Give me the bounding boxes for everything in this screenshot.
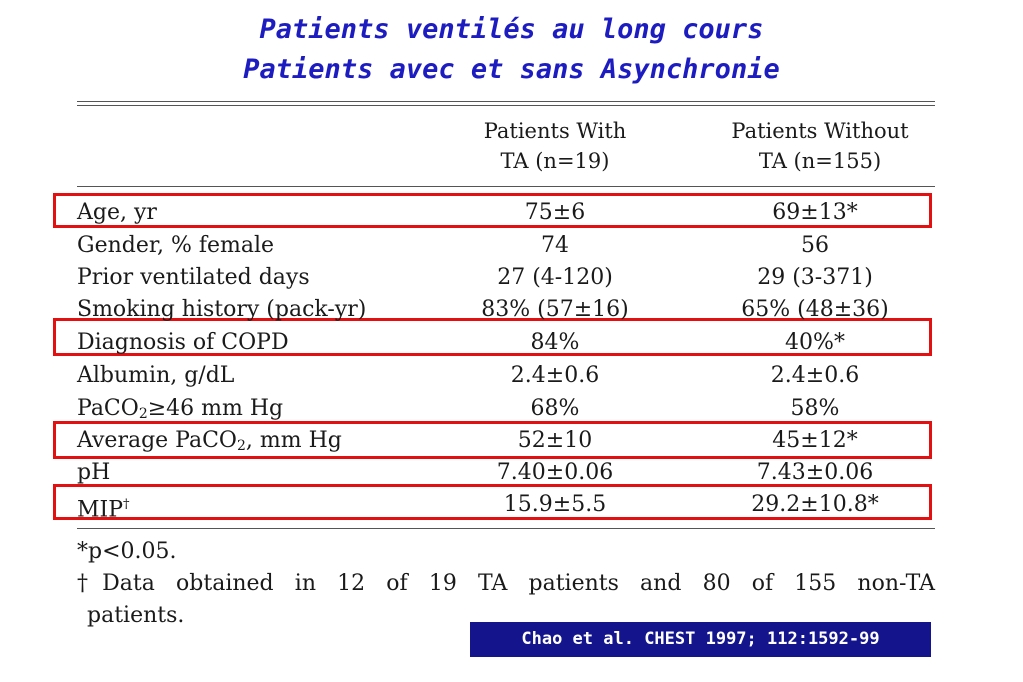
cell-without-ta: 2.4±0.6 — [770, 363, 860, 388]
label-part: PaCO — [77, 396, 139, 421]
cell-with-ta: 75±6 — [524, 200, 586, 225]
table-row-albumin: Albumin, g/dL 2.4±0.6 2.4±0.6 — [0, 360, 1023, 392]
header-bottom-rule — [77, 186, 935, 187]
table-row-age: Age, yr 75±6 69±13* — [0, 197, 1023, 229]
label-part: , mm Hg — [245, 428, 342, 453]
cell-with-ta: 74 — [541, 233, 569, 258]
cell-with-ta: 2.4±0.6 — [510, 363, 600, 388]
table-row-average-paco2: Average PaCO2, mm Hg 52±10 45±12* — [0, 425, 1023, 457]
footnote-dagger-line-2: patients. — [87, 603, 185, 628]
slide-title-line-2: Patients avec et sans Asynchronie — [243, 54, 780, 85]
footnote-dagger-line-1: †Data obtained in 12 of 19 TA patients a… — [77, 571, 935, 596]
cell-without-ta: 58% — [790, 396, 840, 421]
cell-with-ta: 27 (4-120) — [497, 265, 613, 290]
label-part: ≥46 mm Hg — [147, 396, 284, 421]
footnote-significance: *p<0.05. — [77, 539, 177, 564]
header-without-line-2: TA (n=155) — [758, 149, 882, 173]
label-subscript: 2 — [138, 406, 148, 422]
highlight-box-paco2 — [53, 421, 932, 459]
row-label: Prior ventilated days — [77, 265, 310, 290]
row-label: Age, yr — [77, 200, 157, 225]
label-superscript: † — [123, 497, 130, 512]
row-label: MIP† — [77, 489, 130, 526]
cell-without-ta: 45±12* — [772, 428, 858, 453]
cell-with-ta: 84% — [530, 330, 580, 355]
row-label: PaCO2≥46 mm Hg — [77, 393, 283, 430]
row-label: Average PaCO2, mm Hg — [77, 425, 342, 462]
cell-with-ta: 52±10 — [517, 428, 593, 453]
column-header-without-ta: Patients Without TA (n=155) — [700, 116, 940, 176]
highlight-box-copd — [53, 318, 932, 356]
highlight-box-age — [53, 193, 932, 228]
row-label: Gender, % female — [77, 233, 275, 258]
table-row-gender: Gender, % female 74 56 — [0, 230, 1023, 262]
cell-without-ta: 40%* — [785, 330, 845, 355]
cell-without-ta: 65% (48±36) — [741, 297, 889, 322]
cell-without-ta: 56 — [801, 233, 829, 258]
row-label: Smoking history (pack-yr) — [77, 297, 367, 322]
table-row-paco2-46: PaCO2≥46 mm Hg 68% 58% — [0, 393, 1023, 425]
table-row-copd: Diagnosis of COPD 84% 40%* — [0, 327, 1023, 359]
table-row-smoking: Smoking history (pack-yr) 83% (57±16) 65… — [0, 294, 1023, 326]
table-row-ph: pH 7.40±0.06 7.43±0.06 — [0, 457, 1023, 489]
cell-without-ta: 7.43±0.06 — [756, 460, 874, 485]
row-label: pH — [77, 460, 111, 485]
table-row-mip: MIP† 15.9±5.5 29.2±10.8* — [0, 489, 1023, 522]
header-without-line-1: Patients Without — [731, 119, 909, 143]
highlight-box-mip — [53, 484, 932, 520]
row-label: Albumin, g/dL — [77, 363, 235, 388]
cell-without-ta: 69±13* — [772, 200, 858, 225]
cell-with-ta: 83% (57±16) — [481, 297, 629, 322]
cell-with-ta: 68% — [530, 396, 580, 421]
citation-banner: Chao et al. CHEST 1997; 112:1592-99 — [470, 622, 931, 657]
header-with-line-2: TA (n=19) — [500, 149, 610, 173]
table-top-rule — [77, 101, 935, 102]
table-row-prior-ventilated: Prior ventilated days 27 (4-120) 29 (3-3… — [0, 262, 1023, 294]
label-subscript: 2 — [236, 438, 246, 454]
header-with-line-1: Patients With — [483, 119, 627, 143]
cell-without-ta: 29.2±10.8* — [751, 492, 879, 517]
table-bottom-rule — [77, 528, 935, 529]
cell-with-ta: 15.9±5.5 — [503, 492, 607, 517]
slide-title-line-1: Patients ventilés au long cours — [259, 14, 764, 45]
table-top-rule-2 — [77, 105, 935, 106]
label-part: Average PaCO — [77, 428, 237, 453]
column-header-with-ta: Patients With TA (n=19) — [440, 116, 670, 176]
label-part: MIP — [77, 497, 124, 523]
cell-with-ta: 7.40±0.06 — [496, 460, 614, 485]
row-label: Diagnosis of COPD — [77, 330, 289, 355]
cell-without-ta: 29 (3-371) — [757, 265, 873, 290]
